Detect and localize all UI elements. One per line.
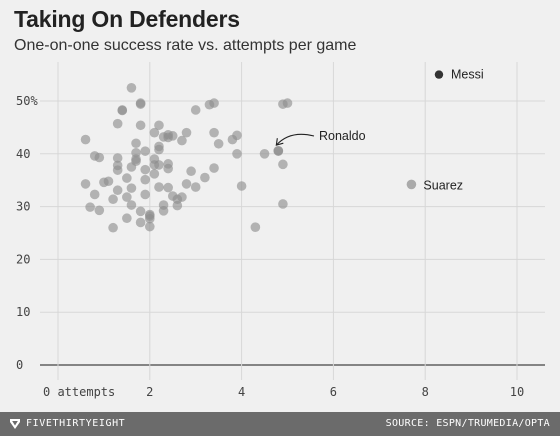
data-point — [278, 159, 288, 170]
y-axis-tick-labels: 0 10 20 30 40 50% — [16, 94, 38, 372]
y-tick-label: 0 — [16, 358, 23, 372]
data-point — [80, 179, 91, 189]
data-point — [140, 164, 151, 175]
data-point — [131, 147, 141, 158]
data-point — [213, 138, 224, 149]
data-point — [145, 213, 155, 224]
data-point — [232, 149, 242, 159]
data-point — [278, 199, 288, 209]
data-point — [167, 131, 178, 141]
data-point — [122, 213, 132, 224]
data-point — [149, 127, 160, 138]
data-point — [135, 217, 146, 228]
fivethirtyeight-logo-icon — [10, 419, 20, 429]
data-point — [177, 192, 187, 202]
data-point — [122, 173, 132, 183]
data-point — [282, 98, 293, 108]
data-point — [250, 222, 261, 232]
highlighted-players: Messi Ronaldo Suarez — [273, 68, 484, 192]
data-point — [181, 127, 192, 138]
data-point — [232, 130, 242, 141]
data-point — [117, 105, 128, 115]
data-point — [80, 134, 91, 145]
data-point — [126, 183, 137, 193]
data-point — [85, 202, 95, 212]
data-point — [158, 206, 169, 216]
highlight-label-messi: Messi — [451, 68, 484, 82]
data-point — [186, 166, 196, 177]
ronaldo-arrowhead-icon — [275, 138, 284, 146]
data-point — [177, 135, 187, 146]
chart-title: Taking On Defenders — [14, 6, 240, 32]
data-point — [108, 194, 118, 205]
data-point — [122, 192, 132, 202]
data-point — [112, 153, 123, 163]
data-point — [112, 165, 123, 175]
y-tick-label: 10 — [16, 305, 30, 319]
scatter-chart: 0 10 20 30 40 50% 0 attempts 2 4 6 8 10 Messi Ronal… — [16, 62, 545, 399]
x-tick-label: 10 — [510, 385, 524, 399]
footer-brand: FIVETHIRTYEIGHT — [26, 418, 126, 429]
footer-source: SOURCE: ESPN/TRUMEDIA/OPTA — [385, 418, 550, 429]
data-point — [94, 152, 105, 163]
data-point — [149, 169, 160, 179]
y-tick-label: 20 — [16, 252, 30, 266]
data-point — [140, 174, 151, 185]
data-point — [190, 182, 201, 192]
data-point — [190, 105, 201, 115]
data-point — [126, 83, 137, 93]
data-point — [154, 160, 164, 170]
footer-bar: FIVETHIRTYEIGHT SOURCE: ESPN/TRUMEDIA/OP… — [0, 412, 560, 436]
data-point — [126, 200, 137, 210]
data-point — [163, 163, 173, 174]
data-point — [163, 182, 173, 193]
data-point — [89, 189, 100, 200]
data-point — [172, 200, 183, 211]
y-tick-label: 30 — [16, 200, 30, 214]
data-point — [181, 179, 192, 189]
chart-subtitle: One-on-one success rate vs. attempts per… — [14, 37, 357, 54]
data-point — [145, 221, 155, 232]
x-axis-tick-labels: 0 attempts 2 4 6 8 10 — [43, 385, 524, 399]
data-point — [131, 156, 141, 166]
data-point — [200, 172, 210, 183]
data-point — [209, 127, 219, 138]
y-tick-label: 50% — [16, 94, 38, 108]
data-point — [154, 182, 164, 192]
data-point — [135, 120, 146, 131]
data-points — [80, 83, 293, 233]
x-tick-label: 8 — [422, 385, 429, 399]
x-tick-label: 6 — [330, 385, 337, 399]
x-tick-label: 4 — [238, 385, 245, 399]
y-tick-label: 40 — [16, 147, 30, 161]
grid-lines — [40, 62, 545, 380]
highlight-point-suarez — [406, 179, 417, 190]
data-point — [112, 185, 123, 196]
data-point — [209, 98, 219, 108]
highlight-point-ronaldo — [273, 146, 284, 156]
data-point — [209, 163, 219, 173]
data-point — [112, 118, 123, 129]
data-point — [140, 189, 151, 200]
data-point — [103, 176, 114, 187]
data-point — [154, 144, 164, 155]
ronaldo-annotation-arrow — [275, 133, 315, 146]
data-point — [140, 146, 151, 156]
data-point — [259, 149, 270, 159]
data-point — [131, 138, 141, 149]
highlight-label-ronaldo: Ronaldo — [319, 129, 366, 143]
x-tick-label: 2 — [146, 385, 153, 399]
highlight-label-suarez: Suarez — [423, 178, 463, 192]
data-point — [94, 205, 105, 216]
highlight-point-messi — [434, 70, 444, 79]
data-point — [135, 99, 146, 109]
data-point — [108, 222, 118, 233]
data-point — [154, 120, 164, 131]
data-point — [236, 181, 247, 191]
x-tick-label: 0 attempts — [43, 385, 115, 399]
data-point — [135, 206, 146, 217]
